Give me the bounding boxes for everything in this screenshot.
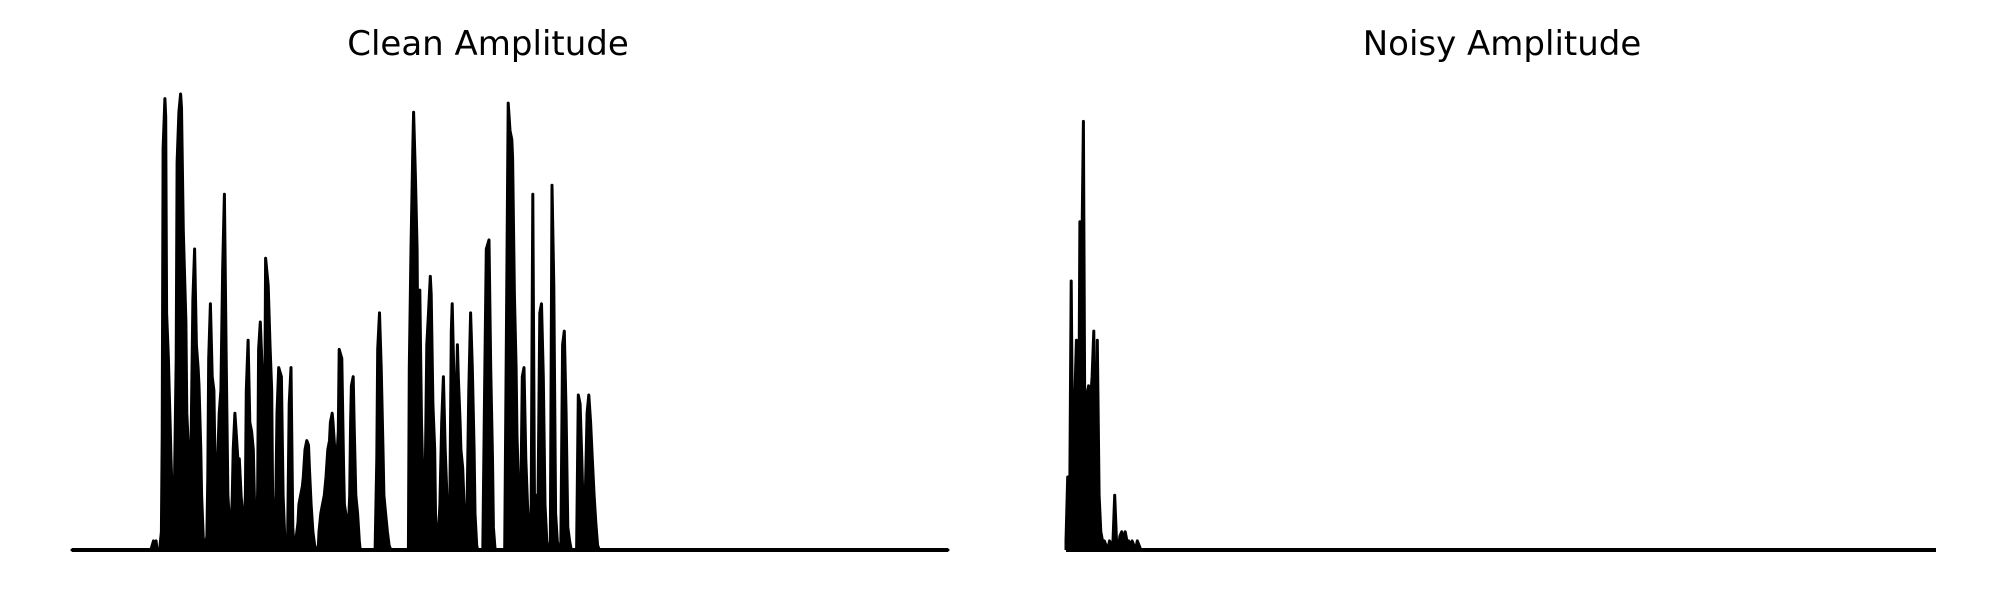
noisy-amplitude-panel: Noisy Amplitude [1000,0,2000,600]
amplitude-area [70,92,950,552]
amplitude-area [1064,119,1929,552]
chart-title: Clean Amplitude [347,24,629,64]
chart-title: Noisy Amplitude [1362,24,1642,64]
clean-amplitude-panel: Clean Amplitude [70,24,950,552]
clean-amplitude-plot [70,92,950,552]
noisy-amplitude-plot [1064,119,1936,552]
